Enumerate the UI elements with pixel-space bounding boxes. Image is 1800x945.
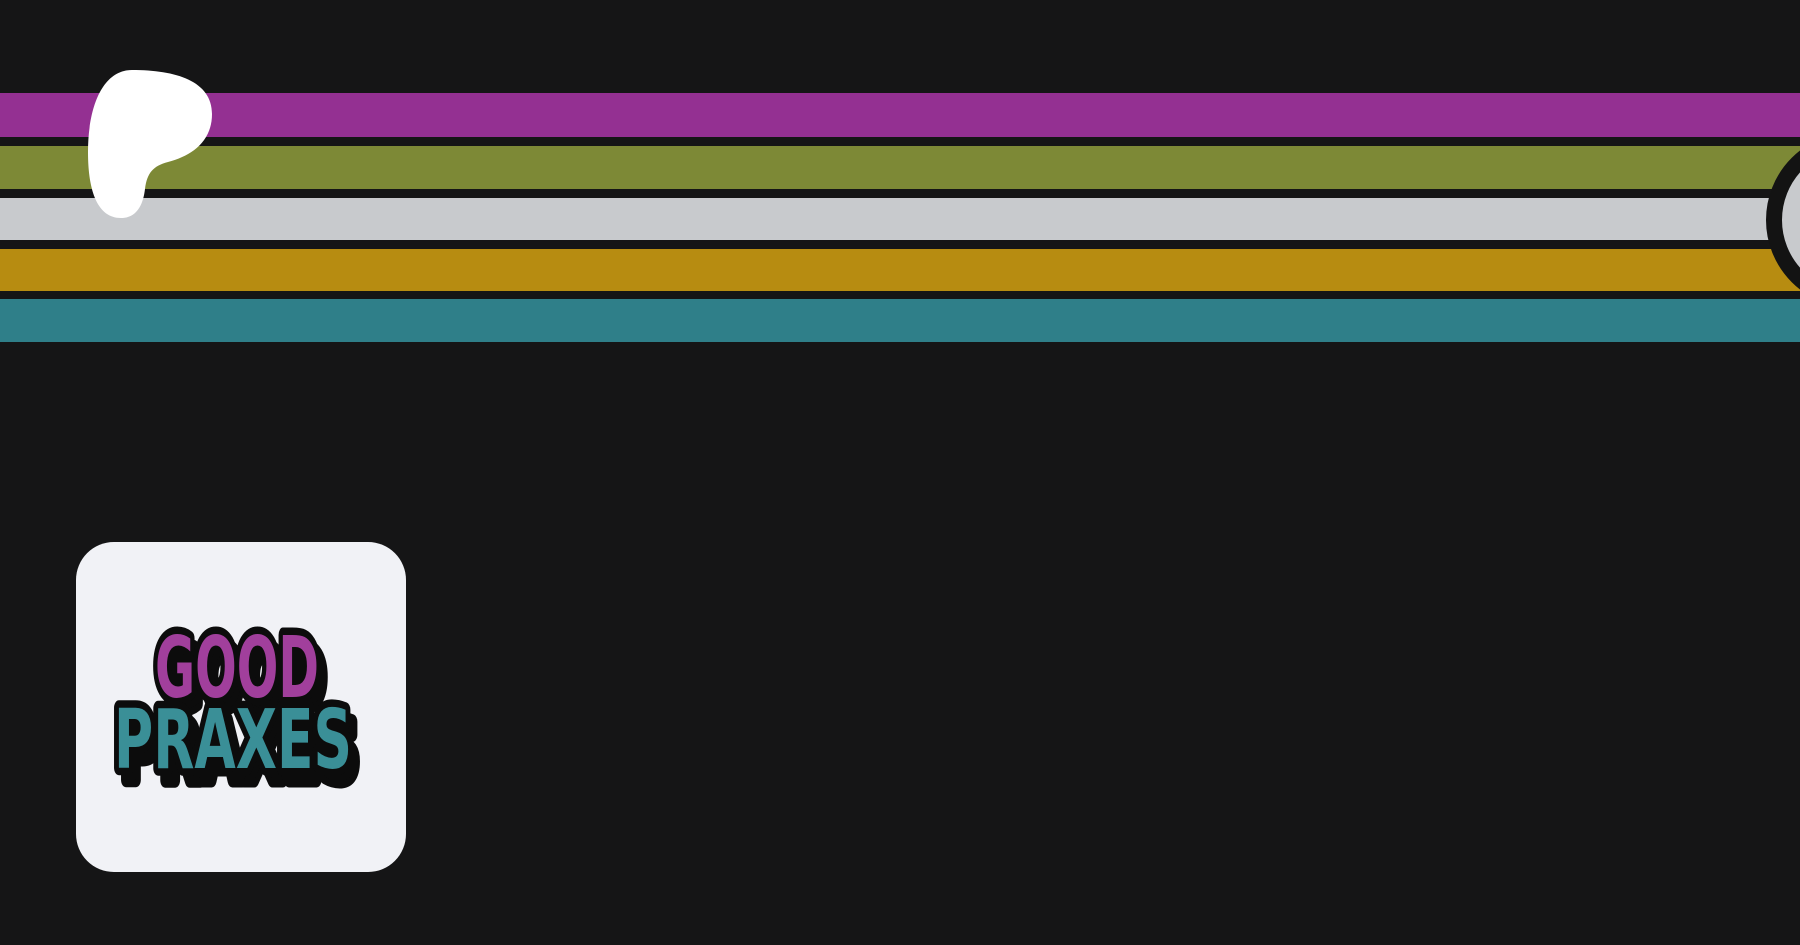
banner-stripe-magenta bbox=[0, 93, 1800, 137]
banner-stripe-gold bbox=[0, 249, 1800, 291]
avatar-logo-graphic: GOOD GOOD PRAXES PRAXES bbox=[107, 612, 367, 808]
banner-stripe-olive bbox=[0, 146, 1800, 189]
patreon-logo-icon[interactable] bbox=[88, 70, 212, 218]
avatar-line1-text: GOOD bbox=[155, 619, 319, 718]
avatar-line2-shadow: PRAXES bbox=[121, 705, 359, 800]
creator-avatar[interactable]: GOOD GOOD PRAXES PRAXES bbox=[76, 542, 406, 872]
avatar-line2-text: PRAXES bbox=[114, 693, 352, 788]
banner-circle bbox=[1766, 150, 1800, 290]
banner-stripe-silver bbox=[0, 198, 1800, 240]
banner-circle-graphic bbox=[1766, 150, 1800, 290]
banner-stripe-teal bbox=[0, 299, 1800, 342]
avatar-line1-shadow: GOOD bbox=[162, 630, 326, 729]
patreon-blob-shape bbox=[88, 70, 212, 218]
